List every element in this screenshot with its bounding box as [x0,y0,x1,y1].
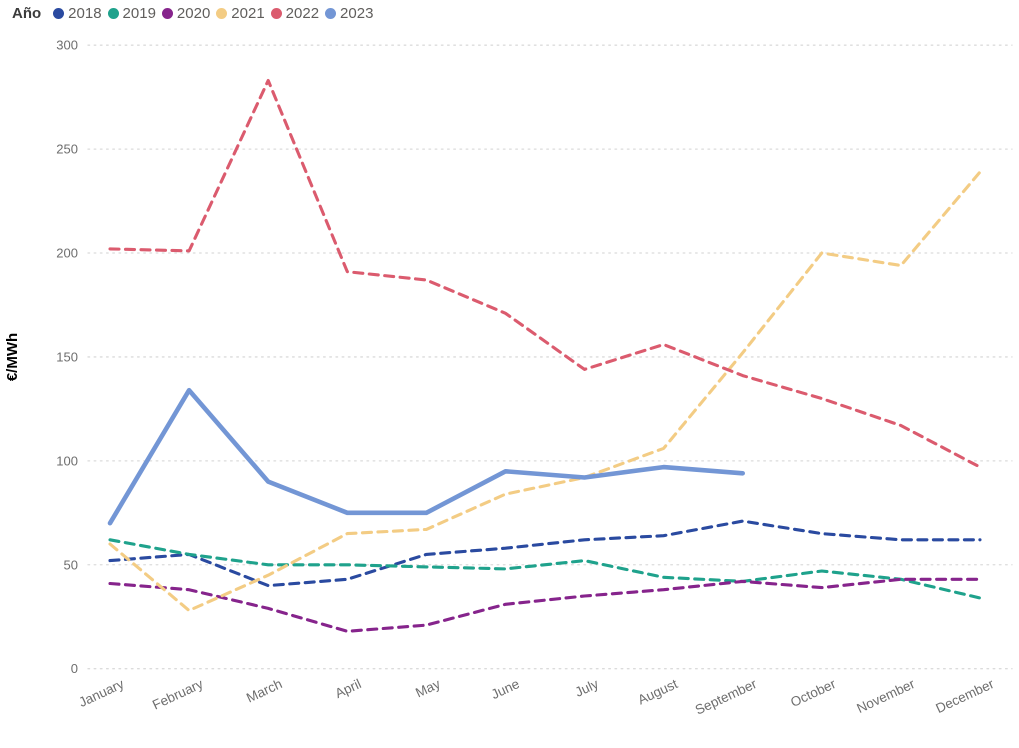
line-2022[interactable] [108,78,982,469]
legend-dot-icon [107,8,119,19]
legend-item-label: 2018 [68,5,102,22]
x-axis-label-october: October [788,676,838,710]
y-tick-label: 200 [56,246,78,261]
line-2018[interactable] [108,519,982,588]
legend-item-2021[interactable]: 2021 [216,5,265,22]
legend-item-2023[interactable]: 2023 [325,5,373,22]
x-axis-label-july: July [573,676,601,700]
line-2021[interactable] [108,170,982,613]
legend-dot-icon [216,8,228,19]
line-2020[interactable] [108,577,982,633]
x-axis-labels: January February March April May June July Augu… [76,676,996,718]
x-axis-label-june: June [489,676,522,702]
x-axis-label-march: March [244,676,284,705]
x-axis-label-february: February [150,676,206,713]
y-axis-title: €/MWh [4,333,21,381]
line-2023[interactable] [107,387,745,526]
legend-item-label: 2023 [340,5,374,22]
y-axis-ticks: 0 50 100 150 200 250 300 [56,38,78,677]
legend-item-2022[interactable]: 2022 [270,5,320,22]
y-tick-label: 50 [64,557,78,572]
legend-item-2020[interactable]: 2020 [161,5,211,22]
x-axis-label-november: November [854,676,917,716]
legend-item-label: 2020 [176,5,211,22]
y-tick-label: 250 [56,142,78,157]
chart-legend: Año 2018 2019 2020 2021 2022 2023 [12,5,373,22]
y-tick-label: 300 [56,38,78,53]
legend-item-label: 2022 [285,5,320,22]
legend-item-label: 2021 [231,5,265,22]
x-axis-label-april: April [333,676,364,701]
legend-title: Año [12,5,42,22]
y-tick-label: 100 [56,453,78,468]
legend-item-label: 2019 [122,5,156,22]
x-axis-label-august: August [635,676,680,707]
legend-dot-icon [53,8,65,19]
legend-dot-icon [325,8,337,19]
y-tick-label: 150 [56,349,78,364]
legend-dot-icon [161,8,173,19]
x-axis-label-december: December [933,676,996,716]
x-axis-label-september: September [693,676,760,718]
line-2019[interactable] [108,538,982,600]
x-axis-label-january: January [76,676,126,710]
legend-item-2018[interactable]: 2018 [53,5,102,22]
y-tick-label: 0 [71,661,78,676]
series-lines [107,78,982,633]
x-axis-label-may: May [413,676,443,700]
legend-item-2019[interactable]: 2019 [107,5,156,22]
legend-dot-icon [270,8,282,19]
gridlines [87,44,1013,670]
